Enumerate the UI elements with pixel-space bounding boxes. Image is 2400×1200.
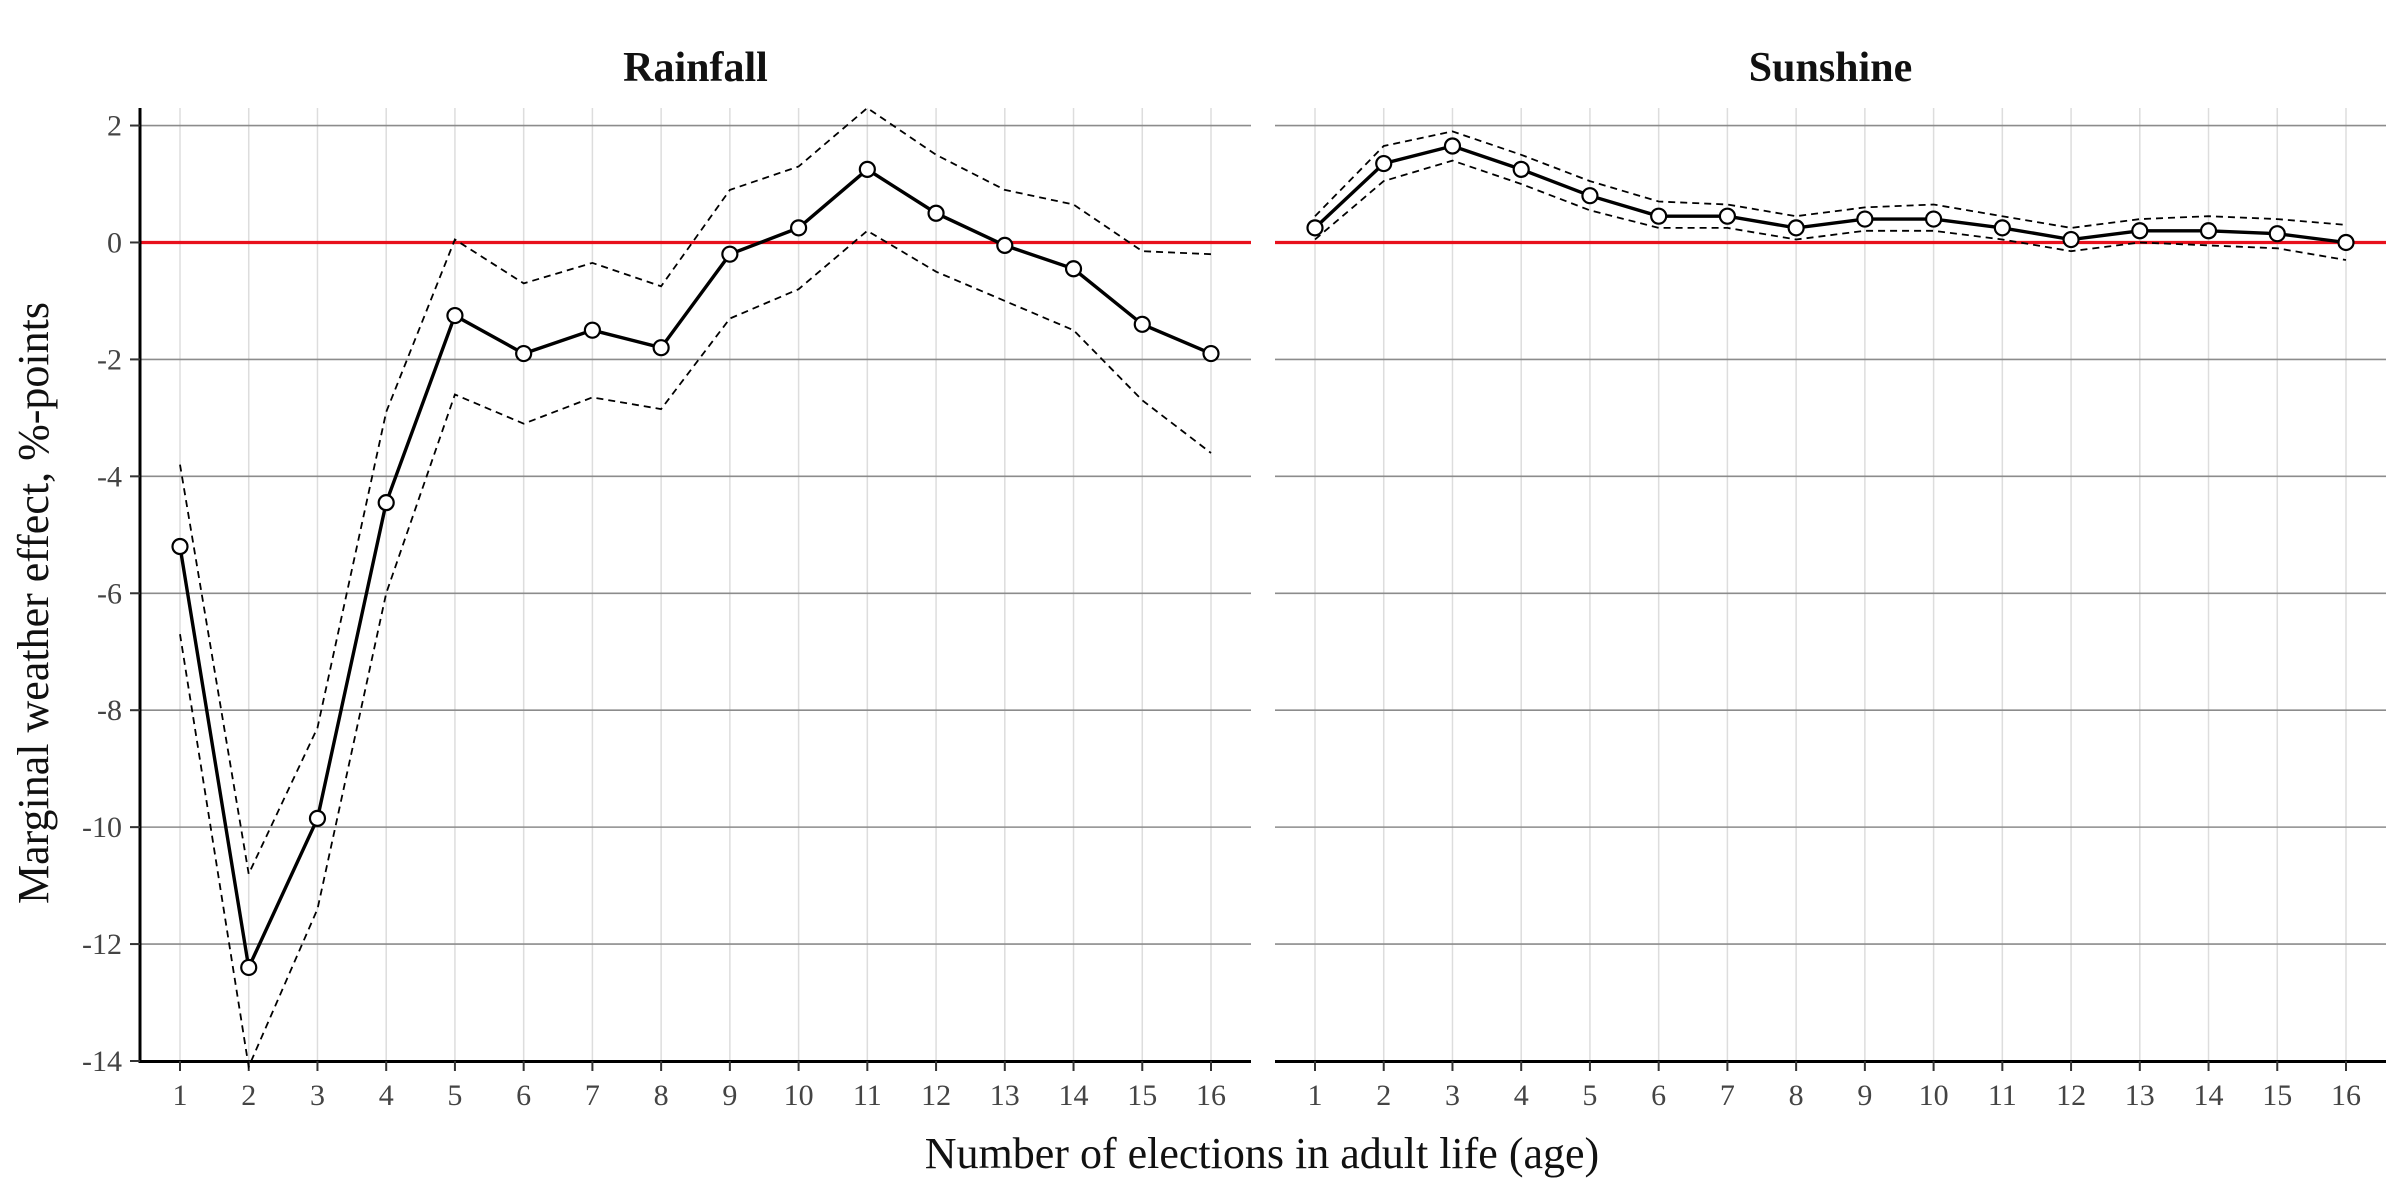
panel-1-xtick-label-5: 5 <box>1582 1079 1597 1112</box>
panel-1-estimate-line <box>1313 144 2347 245</box>
x-axis-title: Number of elections in adult life (age) <box>925 1129 1599 1178</box>
panel-1-point-13 <box>2131 222 2149 240</box>
panel-1-point-2 <box>1375 154 1393 173</box>
panel-1-point-5 <box>1581 187 1599 205</box>
ytick-label-4: -6 <box>97 577 122 610</box>
panel-0-title: Rainfall <box>623 45 768 91</box>
panel-1-point-9 <box>1856 210 1874 228</box>
panel-1-xtick-label-1: 1 <box>1308 1079 1323 1112</box>
panel-0-xtick-label-14: 14 <box>1059 1079 1089 1112</box>
panel-1-point-14 <box>2199 222 2218 240</box>
panel-0-point-15 <box>1133 315 1151 333</box>
panel-1-lower-ci <box>1314 159 2347 261</box>
panel-1-xtick-label-4: 4 <box>1514 1079 1529 1112</box>
panel-0-point-6 <box>515 344 533 363</box>
panel-0-xtick-label-9: 9 <box>722 1079 737 1112</box>
panel-1-point-10 <box>1924 210 1943 228</box>
panel-1-point-12 <box>2062 230 2080 249</box>
panel-1-xtick-label-12: 12 <box>2056 1079 2086 1112</box>
panel-1-point-6 <box>1650 207 1668 225</box>
panel-1-xtick-label-7: 7 <box>1720 1079 1735 1112</box>
panel-1-xtick-label-3: 3 <box>1445 1079 1460 1112</box>
panel-1-upper-ci <box>1314 130 2347 229</box>
panel-0-xtick-label-12: 12 <box>921 1079 951 1112</box>
panel-1-title: Sunshine <box>1749 45 1912 91</box>
panel-1-point-7 <box>1718 207 1737 225</box>
ytick-label-7: -12 <box>82 928 122 961</box>
panel-0-xtick-label-2: 2 <box>241 1079 256 1112</box>
panel-0-point-2 <box>240 958 258 977</box>
panel-1-xtick-label-11: 11 <box>1988 1079 2017 1112</box>
panel-0-xtick-label-6: 6 <box>516 1079 531 1112</box>
ytick-label-0: 2 <box>107 110 122 143</box>
panel-0-upper-ci <box>179 106 1212 877</box>
panel-1-xtick-label-6: 6 <box>1651 1079 1666 1112</box>
panel-1-point-8 <box>1787 219 1805 237</box>
ytick-label-5: -8 <box>97 694 122 727</box>
panel-1-xtick-label-13: 13 <box>2125 1079 2155 1112</box>
panel-0-xtick-label-1: 1 <box>173 1079 188 1112</box>
panel-1-point-1 <box>1306 219 1324 237</box>
panel-1-xtick-label-15: 15 <box>2262 1079 2292 1112</box>
panel-1-xtick-label-9: 9 <box>1857 1079 1872 1112</box>
panel-0-point-5 <box>446 306 464 325</box>
panel-1-xtick-label-10: 10 <box>1919 1079 1949 1112</box>
panel-0-xtick-label-3: 3 <box>310 1079 325 1112</box>
panel-0-point-4 <box>377 494 395 512</box>
panel-0-point-8 <box>652 339 670 357</box>
panel-1-xtick-label-8: 8 <box>1789 1079 1804 1112</box>
panel-1-point-11 <box>1993 219 2011 237</box>
panel-0-xtick-label-16: 16 <box>1196 1079 1226 1112</box>
ytick-label-1: 0 <box>107 226 122 259</box>
panel-0-point-7 <box>583 321 602 339</box>
panel-1-point-15 <box>2268 225 2286 243</box>
panel-0-xtick-label-8: 8 <box>654 1079 669 1112</box>
panel-0-point-12 <box>927 204 945 222</box>
panel-1-xtick-label-16: 16 <box>2331 1079 2361 1112</box>
panel-0-xtick-label-11: 11 <box>853 1079 882 1112</box>
panel-0-lower-ci <box>179 229 1212 1070</box>
panel-1-xtick-label-14: 14 <box>2194 1079 2224 1112</box>
ytick-label-6: -10 <box>82 811 122 844</box>
panel-0-point-13 <box>996 236 1014 254</box>
panel-0-point-10 <box>789 219 808 237</box>
panel-0-xtick-label-10: 10 <box>784 1079 814 1112</box>
panel-0-xtick-label-15: 15 <box>1127 1079 1157 1112</box>
panel-0-point-3 <box>308 809 327 827</box>
y-axis-title: Marginal weather effect, %-points <box>9 302 58 904</box>
panel-0-point-11 <box>858 160 876 178</box>
panel-0-point-14 <box>1064 260 1083 278</box>
panel-1-point-4 <box>1512 160 1530 178</box>
panel-1-point-16 <box>2337 233 2355 252</box>
panel-0-xtick-label-4: 4 <box>379 1079 394 1112</box>
panel-0-xtick-label-13: 13 <box>990 1079 1020 1112</box>
panel-0-xtick-label-7: 7 <box>585 1079 600 1112</box>
ytick-label-8: -14 <box>82 1045 122 1078</box>
panel-0-point-16 <box>1202 344 1220 363</box>
ytick-label-2: -2 <box>97 343 122 376</box>
panel-0-estimate-line <box>178 167 1212 974</box>
panel-0-point-1 <box>171 537 189 556</box>
ytick-label-3: -4 <box>97 460 122 493</box>
panel-1-xtick-label-2: 2 <box>1376 1079 1391 1112</box>
panel-0-point-9 <box>721 245 739 263</box>
panel-1-point-3 <box>1443 137 1462 155</box>
panel-0-xtick-label-5: 5 <box>447 1079 462 1112</box>
